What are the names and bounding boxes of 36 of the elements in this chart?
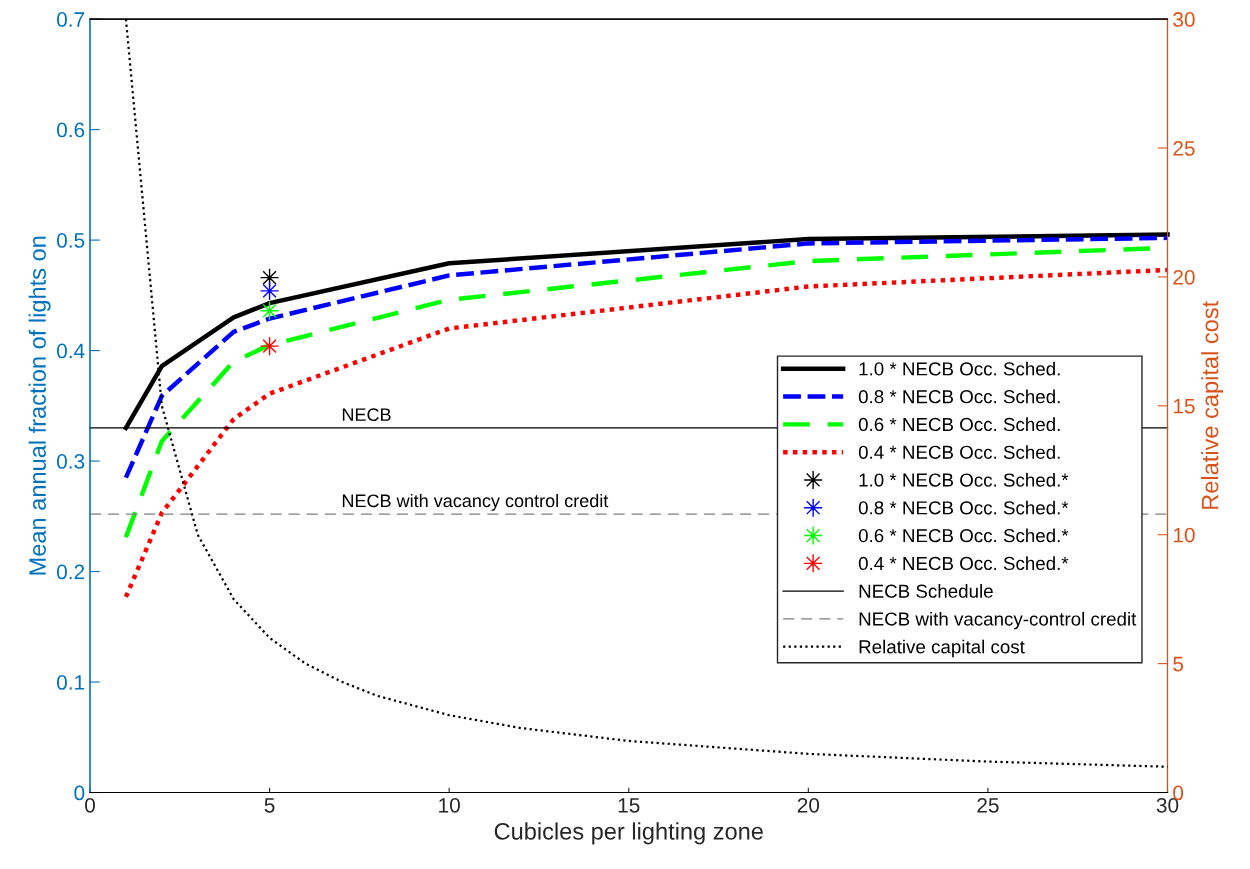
legend-label: 0.8 * NECB Occ. Sched. bbox=[858, 389, 1060, 404]
legend-label: NECB with vacancy-control credit bbox=[859, 611, 1137, 630]
x-tick-label: 25 bbox=[977, 797, 999, 813]
y-tick-label: 0.1 bbox=[56, 675, 85, 690]
x-tick-label: 15 bbox=[618, 798, 640, 813]
y-tick-label: 0.5 bbox=[56, 233, 85, 248]
y2-tick-label: 20 bbox=[1173, 269, 1195, 285]
y2-tick-label: 30 bbox=[1173, 12, 1195, 27]
legend-label: 0.6 * NECB Occ. Sched.* bbox=[858, 528, 1069, 543]
x-tick-label: 5 bbox=[264, 798, 275, 813]
y2-tick-label: 15 bbox=[1173, 399, 1195, 414]
x-tick-label: 10 bbox=[439, 797, 460, 813]
x-tick-label: 0 bbox=[85, 797, 95, 813]
legend-label: 0.4 * NECB Occ. Sched. bbox=[858, 445, 1060, 459]
y-tick-label: 0.6 bbox=[56, 122, 85, 138]
y2-tick-label: 5 bbox=[1173, 656, 1184, 672]
x-axis-title: Cubicles per lighting zone bbox=[494, 822, 763, 845]
y-tick-label: 0.3 bbox=[56, 454, 85, 469]
legend-label: 1.0 * NECB Occ. Sched.* bbox=[859, 472, 1069, 487]
legend-label: 0.6 * NECB Occ. Sched. bbox=[858, 417, 1060, 432]
y2-tick-label: 25 bbox=[1173, 141, 1195, 156]
y-tick-label: 0.4 bbox=[56, 343, 85, 359]
y2-axis-title: Relative capital cost bbox=[1201, 301, 1224, 509]
legend-label: NECB Schedule bbox=[859, 584, 993, 598]
y-tick-label: 0 bbox=[74, 785, 85, 801]
legend-label: Relative capital cost bbox=[859, 639, 1025, 658]
annotation: NECB bbox=[342, 408, 391, 422]
annotation: NECB with vacancy control credit bbox=[342, 493, 609, 511]
x-tick-label: 20 bbox=[797, 797, 820, 813]
y-tick-label: 0.7 bbox=[56, 12, 85, 27]
legend-label: 0.8 * NECB Occ. Sched.* bbox=[858, 500, 1069, 515]
legend-label: 1.0 * NECB Occ. Sched. bbox=[859, 361, 1060, 376]
y-axis-title: Mean annual fraction of lights on bbox=[28, 236, 51, 575]
y2-tick-label: 10 bbox=[1173, 527, 1195, 543]
legend-label: 0.4 * NECB Occ. Sched.* bbox=[858, 556, 1069, 571]
y-tick-label: 0.2 bbox=[56, 564, 85, 580]
